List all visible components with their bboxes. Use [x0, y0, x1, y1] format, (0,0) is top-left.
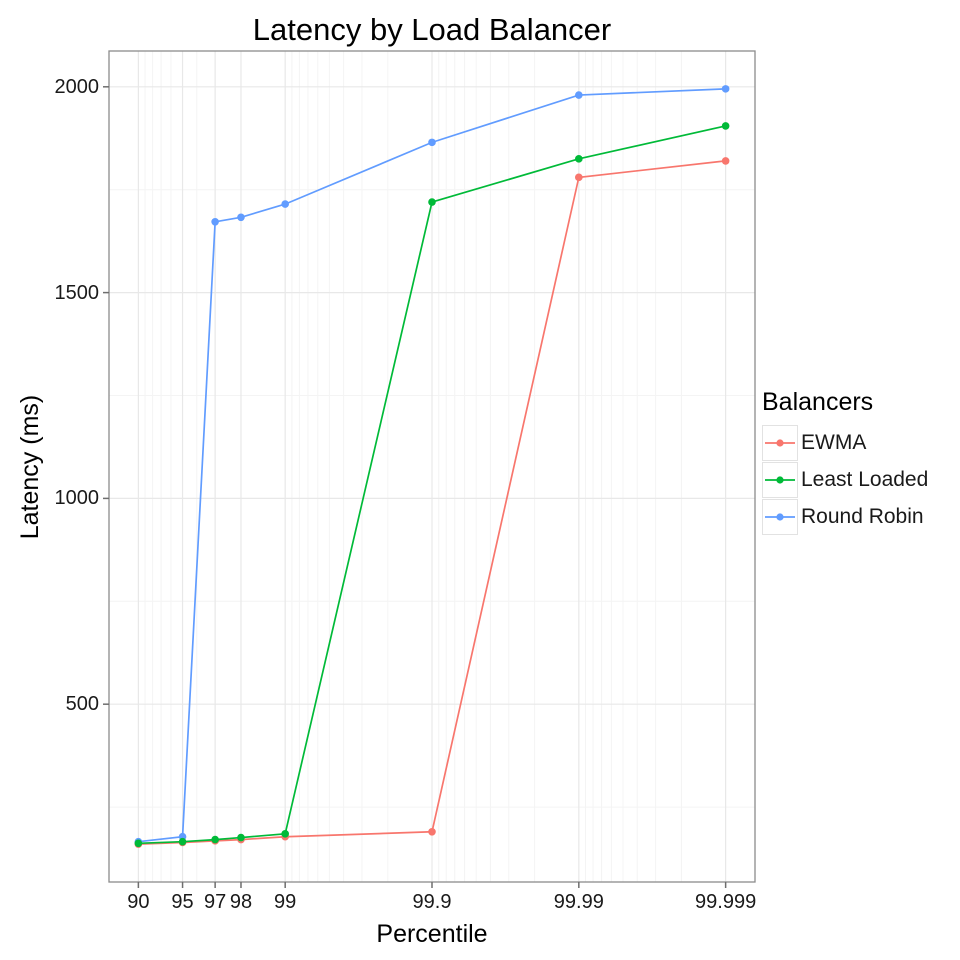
x-tick-label: 99.9	[412, 891, 452, 913]
data-point-least-loaded	[721, 122, 730, 130]
x-tick-label: 90	[127, 891, 150, 913]
x-tick-label: 99.999	[695, 891, 757, 913]
series-line-ewma	[138, 160, 726, 845]
legend-item-ewma: EWMA	[762, 425, 928, 461]
legend-key-ewma	[762, 425, 798, 461]
legend-key-round-robin	[762, 499, 798, 535]
legend-label: EWMA	[801, 431, 867, 454]
y-tick-label: 1500	[54, 281, 100, 304]
data-point-ewma	[721, 157, 730, 165]
y-tick-label: 2000	[54, 75, 100, 98]
x-tick-label: 99.99	[553, 891, 604, 913]
data-point-least-loaded	[178, 837, 187, 846]
x-tick-label: 98	[229, 891, 253, 913]
data-point-least-loaded	[211, 835, 219, 844]
series-line-round-robin	[138, 88, 726, 843]
x-axis-title: Percentile	[376, 920, 488, 948]
x-tick-label: 99	[274, 891, 297, 913]
legend-label: Least Loaded	[801, 468, 929, 491]
legend: Balancers EWMA Least Loaded Round Robin	[762, 388, 928, 536]
series-least-loaded	[134, 122, 730, 848]
data-point-ewma	[575, 173, 583, 182]
data-point-round-robin	[281, 200, 289, 208]
data-point-ewma	[428, 827, 436, 836]
data-point-round-robin	[575, 91, 583, 99]
data-point-least-loaded	[428, 198, 436, 206]
data-point-round-robin	[237, 213, 245, 222]
legend-item-least-loaded: Least Loaded	[762, 462, 928, 498]
legend-title: Balancers	[762, 388, 874, 416]
legend-item-round-robin: Round Robin	[762, 499, 928, 535]
data-point-round-robin	[721, 85, 730, 93]
legend-key-least-loaded	[762, 462, 798, 498]
x-tick-label: 97	[204, 891, 227, 913]
y-tick-label: 1000	[54, 487, 100, 510]
x-tick-label: 95	[171, 891, 194, 913]
data-point-least-loaded	[237, 833, 245, 842]
data-point-least-loaded	[575, 155, 583, 163]
series-round-robin	[134, 85, 730, 846]
data-point-least-loaded	[134, 839, 143, 848]
chart-title: Latency by Load Balancer	[252, 12, 612, 47]
y-tick-label: 500	[65, 693, 99, 716]
data-point-least-loaded	[281, 830, 289, 838]
data-point-round-robin	[211, 218, 219, 226]
legend-label: Round Robin	[801, 505, 924, 528]
legend-items: EWMA Least Loaded Round Robin	[762, 425, 928, 535]
data-point-round-robin	[428, 138, 436, 147]
series-line-least-loaded	[138, 125, 726, 845]
